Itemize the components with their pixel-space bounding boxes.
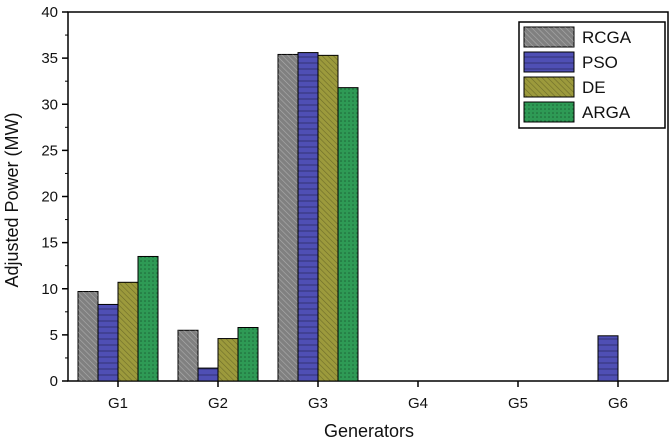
- bar-pso-g3: [297, 52, 319, 382]
- bar-rcga-g1: [77, 291, 99, 382]
- bar-hatch: [278, 54, 298, 382]
- bar-hatch: [78, 291, 98, 381]
- x-axis: G1 G2 G3 G4 G5 G6: [108, 381, 628, 412]
- x-tick-label: G5: [508, 395, 528, 412]
- y-tick-label: 20: [41, 189, 58, 206]
- x-tick-label: G6: [608, 395, 628, 412]
- bar-hatch: [338, 87, 358, 382]
- x-tick-label: G4: [408, 395, 428, 412]
- bar-hatch: [198, 368, 218, 381]
- bar-de-g2: [217, 338, 239, 382]
- bar-hatch: [298, 52, 318, 382]
- legend-label: RCGA: [582, 28, 632, 47]
- legend: RCGA PSO DE ARGA: [518, 21, 666, 129]
- bar-hatch: [138, 256, 158, 381]
- y-tick-label: 30: [41, 96, 58, 113]
- bar-pso-g2: [197, 367, 219, 382]
- x-tick-label: G2: [208, 395, 228, 412]
- bar-de-g1: [117, 281, 139, 382]
- bar-arga-g3: [337, 87, 359, 382]
- bars-layer: [77, 52, 619, 382]
- legend-label: DE: [582, 78, 606, 97]
- legend-swatch-hatch: [524, 102, 574, 122]
- legend-item-arga: ARGA: [523, 101, 631, 123]
- x-axis-title: Generators: [324, 421, 414, 441]
- y-tick-label: 35: [41, 50, 58, 67]
- bar-pso-g1: [97, 303, 119, 382]
- bar-hatch: [118, 282, 138, 381]
- legend-item-rcga: RCGA: [523, 26, 632, 48]
- y-tick-label: 15: [41, 235, 58, 252]
- bar-hatch: [178, 330, 198, 381]
- bar-hatch: [598, 335, 618, 381]
- bar-rcga-g3: [277, 53, 299, 382]
- bar-hatch: [318, 55, 338, 382]
- legend-swatch-hatch: [524, 52, 574, 72]
- y-tick-label: 0: [50, 373, 58, 390]
- bar-hatch: [218, 338, 238, 381]
- legend-label: PSO: [582, 53, 618, 72]
- y-tick-label: 25: [41, 142, 58, 159]
- bar-pso-g6: [597, 335, 619, 382]
- x-tick-label: G1: [108, 395, 128, 412]
- legend-item-de: DE: [523, 76, 606, 98]
- bar-de-g3: [317, 54, 339, 382]
- bar-arga-g1: [137, 255, 159, 382]
- bar-hatch: [98, 304, 118, 381]
- bar-rcga-g2: [177, 329, 199, 382]
- x-tick-label: G3: [308, 395, 328, 412]
- y-tick-label: 40: [41, 4, 58, 21]
- y-tick-label: 10: [41, 281, 58, 298]
- y-axis-title: Adjusted Power (MW): [2, 112, 22, 287]
- bar-arga-g2: [237, 326, 259, 382]
- legend-swatch-hatch: [524, 77, 574, 97]
- legend-item-pso: PSO: [523, 51, 618, 73]
- y-axis: 0 5 10 15 20 25 30 35 40: [41, 4, 68, 390]
- legend-swatch-hatch: [524, 27, 574, 47]
- bar-hatch: [238, 327, 258, 381]
- y-tick-label: 5: [50, 327, 58, 344]
- legend-label: ARGA: [582, 103, 631, 122]
